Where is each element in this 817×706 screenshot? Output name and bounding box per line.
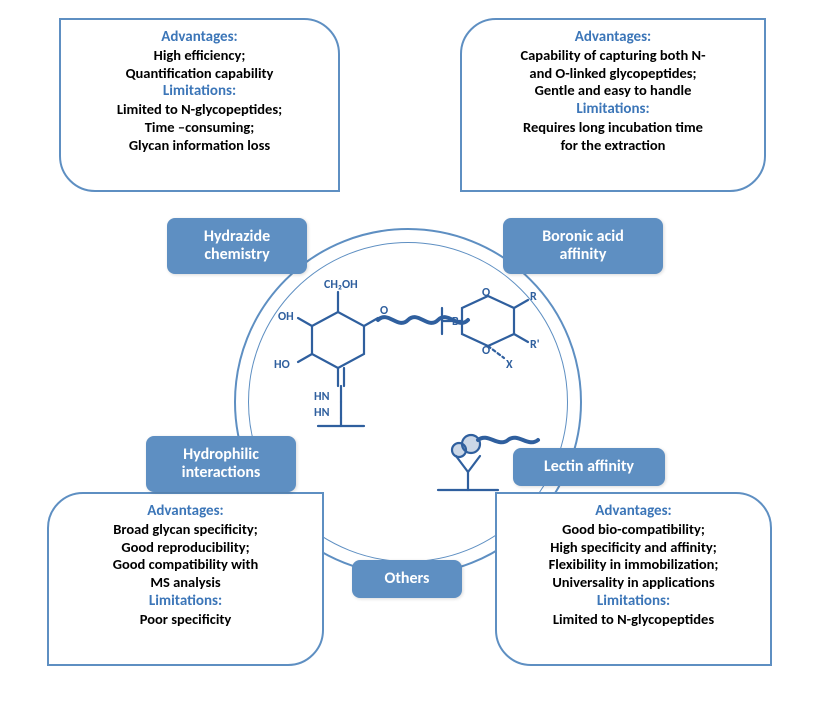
label-hydrophilic: Hydrophilicinteractions xyxy=(146,436,296,492)
lim-line: Requires long incubation time xyxy=(472,119,754,137)
limitations-heading: Limitations: xyxy=(71,82,328,100)
advantages-heading: Advantages: xyxy=(472,28,754,46)
card-hydrophilic: Advantages: Broad glycan specificity; Go… xyxy=(47,492,324,666)
label-boronic: Boronic acidaffinity xyxy=(503,218,663,274)
label-ho-left: HO xyxy=(274,358,290,372)
lim-line: Limited to N-glycopeptides; xyxy=(71,101,328,119)
lim-line: Poor specificity xyxy=(59,611,312,629)
adv-line: Good bio-compatibility; xyxy=(507,521,760,539)
label-hn2: HN xyxy=(314,406,330,420)
lim-line: Glycan information loss xyxy=(71,137,328,155)
lim-line: Time –consuming; xyxy=(71,119,328,137)
adv-line: Universality in applications xyxy=(507,574,760,592)
advantages-heading: Advantages: xyxy=(71,28,328,46)
label-lectin: Lectin affinity xyxy=(513,448,665,486)
label-text: Lectin affinity xyxy=(544,458,634,476)
label-ch2oh: CH₂OH xyxy=(324,278,358,292)
adv-line: Quantification capability xyxy=(71,65,328,83)
label-r1: R xyxy=(530,290,537,304)
adv-line: MS analysis xyxy=(59,574,312,592)
label-o-ring: O xyxy=(380,304,388,318)
limitations-heading: Limitations: xyxy=(59,592,312,610)
label-x: X xyxy=(506,358,513,372)
adv-line: Gentle and easy to handle xyxy=(472,82,754,100)
adv-line: High efficiency; xyxy=(71,47,328,65)
label-o2: O xyxy=(482,344,490,358)
lim-line: for the extraction xyxy=(472,137,754,155)
label-o1: O xyxy=(482,286,490,300)
label-b: B xyxy=(452,315,459,329)
label-r2: R' xyxy=(530,338,540,352)
adv-line: Good compatibility with xyxy=(59,556,312,574)
label-text: Others xyxy=(385,570,430,588)
label-text: Hydrazidechemistry xyxy=(204,228,270,265)
label-oh-top: OH xyxy=(278,310,294,324)
adv-line: Broad glycan specificity; xyxy=(59,521,312,539)
limitations-heading: Limitations: xyxy=(472,100,754,118)
card-boronic: Advantages: Capability of capturing both… xyxy=(460,18,766,192)
adv-line: High specificity and affinity; xyxy=(507,539,760,557)
adv-line: Flexibility in immobilization; xyxy=(507,556,760,574)
label-others: Others xyxy=(352,560,462,598)
card-hydrazide: Advantages: High efficiency; Quantificat… xyxy=(59,18,340,192)
label-hn1: HN xyxy=(314,390,330,404)
label-hydrazide: Hydrazidechemistry xyxy=(167,218,307,274)
label-text: Hydrophilicinteractions xyxy=(182,446,261,483)
card-lectin: Advantages: Good bio-compatibility; High… xyxy=(495,492,772,666)
chemistry-structures: CH₂OH OH HO O HN HN B O O X R R' xyxy=(266,268,550,518)
limitations-heading: Limitations: xyxy=(507,592,760,610)
adv-line: Good reproducibility; xyxy=(59,539,312,557)
label-text: Boronic acidaffinity xyxy=(542,228,624,265)
adv-line: and O-linked glycopeptides; xyxy=(472,65,754,83)
lim-line: Limited to N-glycopeptides xyxy=(507,611,760,629)
advantages-heading: Advantages: xyxy=(59,502,312,520)
adv-line: Capability of capturing both N- xyxy=(472,47,754,65)
advantages-heading: Advantages: xyxy=(507,502,760,520)
